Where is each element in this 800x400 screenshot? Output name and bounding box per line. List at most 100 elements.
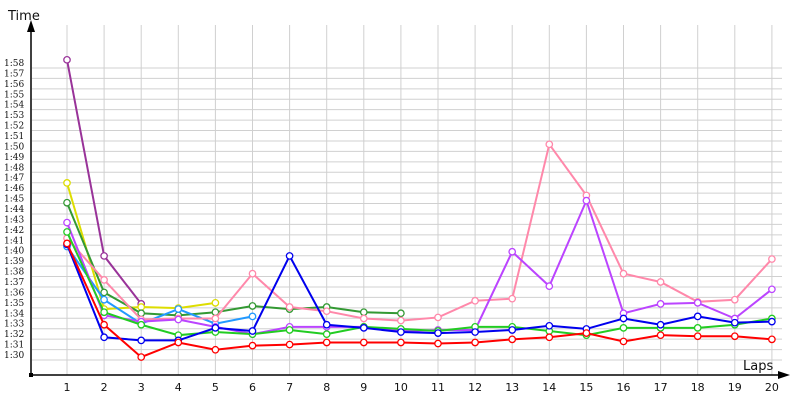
data-point <box>137 309 146 318</box>
series-3 <box>63 198 405 320</box>
x-tick-label: 3 <box>138 381 145 394</box>
x-tick-label: 2 <box>101 381 108 394</box>
series-line <box>66 231 773 337</box>
data-point <box>471 338 479 347</box>
data-point <box>619 314 628 323</box>
data-point <box>100 276 108 284</box>
data-point <box>619 324 628 332</box>
axis-origin <box>29 373 33 377</box>
x-tick-label: 20 <box>765 381 779 394</box>
y-tick-label: 1:40 <box>4 247 24 257</box>
data-point <box>322 330 331 338</box>
y-tick-label: 1:51 <box>4 132 24 142</box>
data-point <box>285 303 294 311</box>
y-tick-label: 1:35 <box>4 299 24 309</box>
data-point <box>359 338 368 347</box>
data-point <box>248 327 257 335</box>
x-tick-label: 10 <box>394 381 408 394</box>
y-tick-label: 1:50 <box>4 142 24 152</box>
data-point <box>285 252 294 260</box>
x-tick-label: 12 <box>468 381 482 394</box>
data-point <box>248 302 257 310</box>
data-point <box>397 316 405 325</box>
series-line <box>66 141 773 322</box>
y-tick-labels: 1:301:311:321:331:341:351:361:371:381:39… <box>4 59 24 361</box>
x-axis-arrow-icon <box>778 371 790 379</box>
data-point <box>63 179 71 187</box>
data-point <box>397 338 405 347</box>
x-tick-label: 16 <box>617 381 631 394</box>
data-point <box>100 252 108 260</box>
data-point <box>656 300 665 308</box>
data-point <box>730 332 739 341</box>
data-point <box>359 314 368 323</box>
data-point <box>582 329 591 337</box>
x-tick-label: 13 <box>505 381 519 394</box>
data-point <box>693 324 702 332</box>
data-point <box>508 326 517 334</box>
y-tick-label: 1:43 <box>4 215 24 225</box>
data-point <box>211 298 220 307</box>
data-point <box>656 331 665 340</box>
x-tick-label: 11 <box>431 381 445 394</box>
series-line <box>66 244 772 342</box>
x-tick-label: 5 <box>212 381 219 394</box>
data-point <box>656 320 665 329</box>
data-point <box>137 336 146 345</box>
data-point <box>545 321 554 330</box>
data-point <box>471 328 479 336</box>
data-point <box>211 345 220 354</box>
y-tick-label: 1:37 <box>4 278 24 288</box>
y-tick-label: 1:55 <box>4 90 24 100</box>
data-point <box>137 320 146 329</box>
y-tick-label: 1:53 <box>4 111 24 121</box>
series-9 <box>63 239 776 361</box>
data-point <box>545 282 554 291</box>
data-point <box>508 335 517 344</box>
data-point <box>63 239 71 248</box>
data-point <box>63 218 71 227</box>
data-point <box>63 55 71 64</box>
data-point <box>693 298 702 307</box>
y-tick-label: 1:58 <box>4 59 24 69</box>
y-tick-label: 1:44 <box>4 205 24 215</box>
data-point <box>730 318 739 327</box>
data-point <box>100 320 108 329</box>
data-point <box>322 307 331 316</box>
y-tick-label: 1:49 <box>4 153 24 163</box>
x-tick-label: 8 <box>323 381 330 394</box>
x-tick-label: 7 <box>286 381 293 394</box>
y-tick-label: 1:30 <box>4 351 24 361</box>
x-tick-label: 19 <box>728 381 742 394</box>
data-point <box>471 296 479 305</box>
data-point <box>434 313 442 322</box>
data-point <box>656 278 665 286</box>
data-point <box>211 314 220 323</box>
x-tick-label: 14 <box>542 381 556 394</box>
data-point <box>359 308 368 317</box>
x-axis-title: Laps <box>743 359 773 374</box>
y-tick-label: 1:48 <box>4 163 24 173</box>
series-line <box>66 242 772 359</box>
data-point <box>248 341 257 350</box>
x-tick-label: 6 <box>249 381 256 394</box>
data-point <box>322 338 331 347</box>
data-point <box>248 312 257 321</box>
data-point <box>434 329 442 337</box>
x-tick-label: 9 <box>360 381 367 394</box>
x-tick-label: 1 <box>64 381 71 394</box>
x-tick-label: 17 <box>654 381 668 394</box>
data-point <box>397 328 405 336</box>
y-tick-label: 1:54 <box>4 101 24 111</box>
data-point <box>285 326 294 334</box>
y-tick-label: 1:32 <box>4 330 24 340</box>
x-tick-label: 15 <box>579 381 593 394</box>
data-point <box>100 308 108 317</box>
data-point <box>434 339 442 348</box>
series-line <box>66 202 401 317</box>
data-point <box>174 305 183 313</box>
series-5 <box>63 140 776 325</box>
y-tick-label: 1:33 <box>4 320 24 330</box>
y-tick-label: 1:56 <box>4 80 24 90</box>
